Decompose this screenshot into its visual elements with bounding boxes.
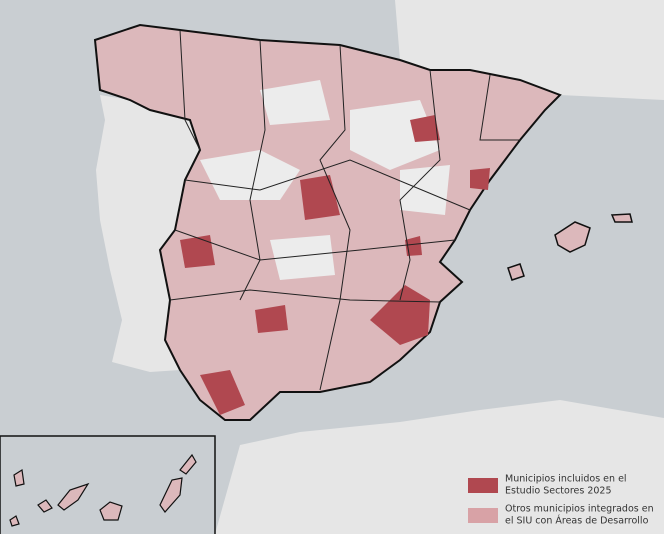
non-included-areas [200,80,450,280]
africa [215,400,664,534]
legend-label: Otros municipios integrados en [505,504,654,515]
portugal [96,95,200,372]
france [395,0,664,100]
legend-label: Municipios incluidos en el [505,474,627,485]
legend-swatch [468,508,498,523]
included-areas [180,115,490,415]
legend-label: el SIU con Áreas de Desarrollo [505,515,649,527]
balearic-islands [507,213,633,281]
canary-islands [9,453,197,527]
legend-label: Estudio Sectores 2025 [505,486,612,497]
legend-swatch [468,478,498,493]
province-borders [169,29,520,391]
spain [93,23,562,421]
